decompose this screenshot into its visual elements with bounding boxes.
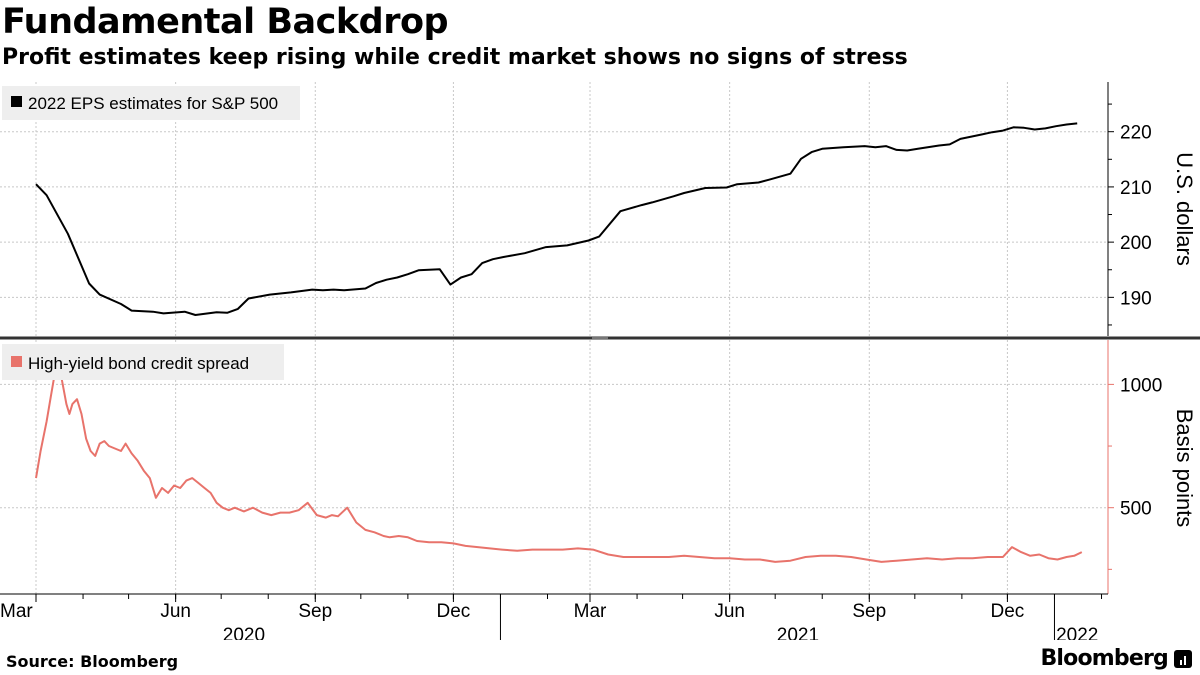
bottom-legend-label: High-yield bond credit spread <box>28 354 249 373</box>
x-year-label: 2020 <box>223 625 265 640</box>
top-legend-label: 2022 EPS estimates for S&P 500 <box>28 94 278 113</box>
x-tick-label: Dec <box>991 601 1025 622</box>
chart-subtitle: Profit estimates keep rising while credi… <box>2 45 908 70</box>
chart-title: Fundamental Backdrop <box>2 2 449 42</box>
bloomberg-logo: Bloomberg <box>1040 646 1168 671</box>
bottom-y-tick-label: 500 <box>1120 499 1152 520</box>
x-tick-label: Mar <box>0 601 33 622</box>
top-y-tick-label: 210 <box>1120 178 1152 199</box>
spread-series-line <box>35 358 1083 563</box>
x-tick-label: Sep <box>852 601 886 622</box>
chart-area: 190 200 210 220 500 1000 U.S. dollars Basis poi… <box>0 82 1200 640</box>
bottom-y-axis-title: Basis points <box>1172 409 1197 528</box>
x-tick-label: Sep <box>298 601 332 622</box>
bottom-legend-box <box>2 344 284 380</box>
top-y-tick-label: 190 <box>1120 288 1152 309</box>
x-tick-label: Dec <box>437 601 471 622</box>
bottom-y-tick-label: 1000 <box>1120 375 1162 396</box>
x-tick-label: Jun <box>714 601 745 622</box>
x-tick-label: Jun <box>160 601 191 622</box>
top-legend-swatch <box>11 96 22 107</box>
top-y-axis-title: U.S. dollars <box>1172 152 1197 266</box>
top-y-tick-label: 220 <box>1120 123 1152 144</box>
top-legend-box <box>2 86 300 120</box>
x-year-label: 2021 <box>777 625 819 640</box>
bloomberg-chart-icon <box>1174 650 1192 668</box>
x-year-label: 2022 <box>1056 625 1098 640</box>
source-note: Source: Bloomberg <box>6 652 179 671</box>
x-tick-label: Mar <box>574 601 607 622</box>
bottom-legend-swatch <box>11 356 22 367</box>
top-y-tick-label: 200 <box>1120 233 1152 254</box>
eps-series-line <box>35 122 1078 316</box>
